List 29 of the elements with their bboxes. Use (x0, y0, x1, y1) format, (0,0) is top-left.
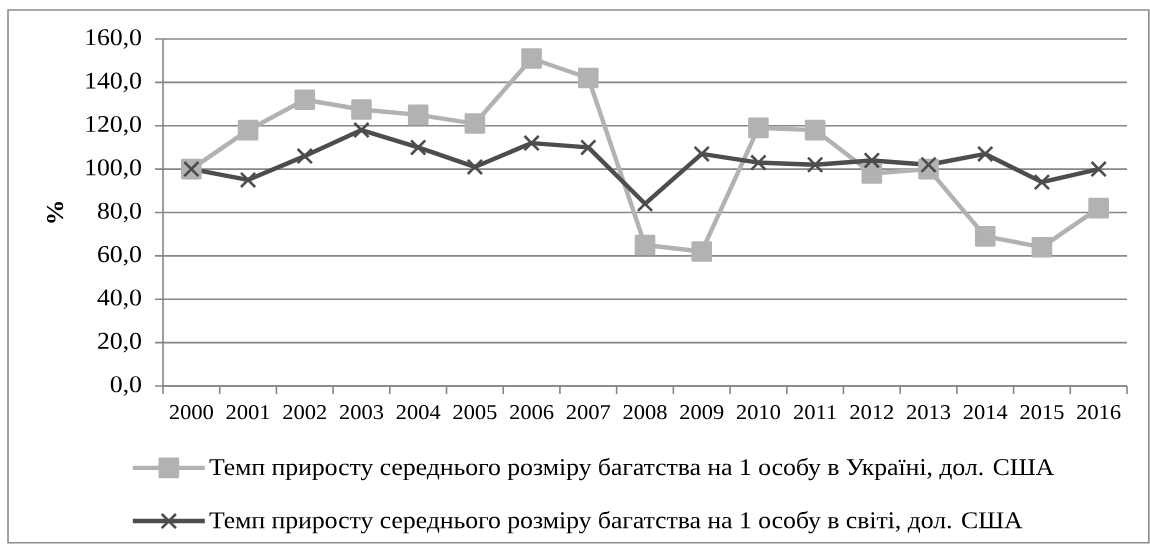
x-tick-label: 2004 (396, 405, 441, 420)
x-tick-label: 2010 (736, 405, 781, 420)
y-tick-label: 160,0 (86, 29, 141, 49)
y-tick-label: 20,0 (98, 332, 141, 353)
x-tick-label: 2011 (794, 405, 836, 420)
x-tick-label: 2003 (339, 405, 384, 420)
x-tick-label: 2013 (907, 405, 951, 420)
legend-label: Темп приросту середнього розміру багатства на 1 особу в Україні, дол. США (209, 457, 1055, 481)
x-tick-label: 2015 (1020, 405, 1064, 420)
y-tick-label: 60,0 (98, 246, 141, 266)
y-tick-label: 80,0 (97, 202, 141, 223)
legend-label: Темп приросту середнього розміру багатства на 1 особу в світі, дол. США (209, 510, 1023, 534)
y-tick-label: 0,0 (110, 376, 141, 396)
x-tick-label: 2006 (510, 405, 554, 420)
y-tick-label: 100,0 (86, 159, 141, 179)
y-tick-label: 40,0 (97, 289, 141, 310)
y-tick-label: 120,0 (86, 115, 141, 136)
y-tick-label: 140,0 (86, 72, 141, 93)
x-tick-label: 2009 (680, 405, 724, 420)
x-tick-label: 2001 (226, 405, 270, 420)
x-tick-label: 2016 (1077, 405, 1121, 420)
x-tick-label: 2000 (169, 405, 213, 420)
x-tick-label: 2014 (963, 405, 1008, 420)
x-tick-label: 2007 (566, 405, 611, 420)
x-tick-label: 2008 (623, 405, 667, 420)
y-axis-title: % (46, 202, 64, 223)
x-tick-label: 2002 (283, 405, 326, 420)
x-tick-label: 2005 (453, 405, 497, 420)
x-tick-label: 2012 (850, 405, 894, 420)
